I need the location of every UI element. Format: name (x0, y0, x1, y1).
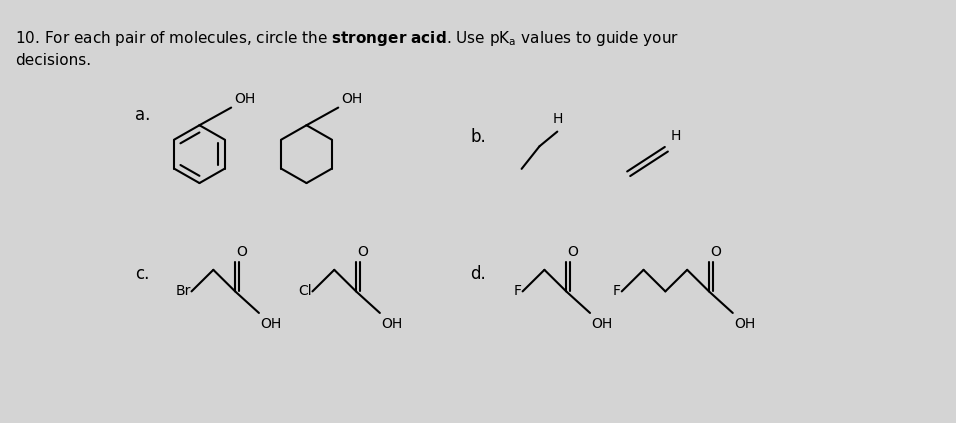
Text: OH: OH (380, 317, 402, 331)
Text: OH: OH (591, 317, 612, 331)
Text: 10. For each pair of molecules, circle the $\mathbf{stronger\ acid}$. Use pK$_\m: 10. For each pair of molecules, circle t… (15, 29, 680, 48)
Text: O: O (357, 245, 368, 259)
Text: b.: b. (470, 127, 486, 146)
Text: H: H (554, 112, 563, 126)
Text: Cl: Cl (298, 284, 312, 298)
Text: OH: OH (734, 317, 755, 331)
Text: decisions.: decisions. (15, 53, 91, 68)
Text: OH: OH (341, 92, 362, 106)
Text: F: F (513, 284, 522, 298)
Text: O: O (236, 245, 247, 259)
Text: OH: OH (234, 92, 255, 106)
Text: H: H (670, 129, 681, 143)
Text: OH: OH (260, 317, 281, 331)
Text: F: F (613, 284, 620, 298)
Text: O: O (567, 245, 578, 259)
Text: d.: d. (470, 265, 486, 283)
Text: O: O (710, 245, 721, 259)
Text: c.: c. (135, 265, 149, 283)
Text: Br: Br (175, 284, 190, 298)
Text: a.: a. (135, 106, 150, 124)
